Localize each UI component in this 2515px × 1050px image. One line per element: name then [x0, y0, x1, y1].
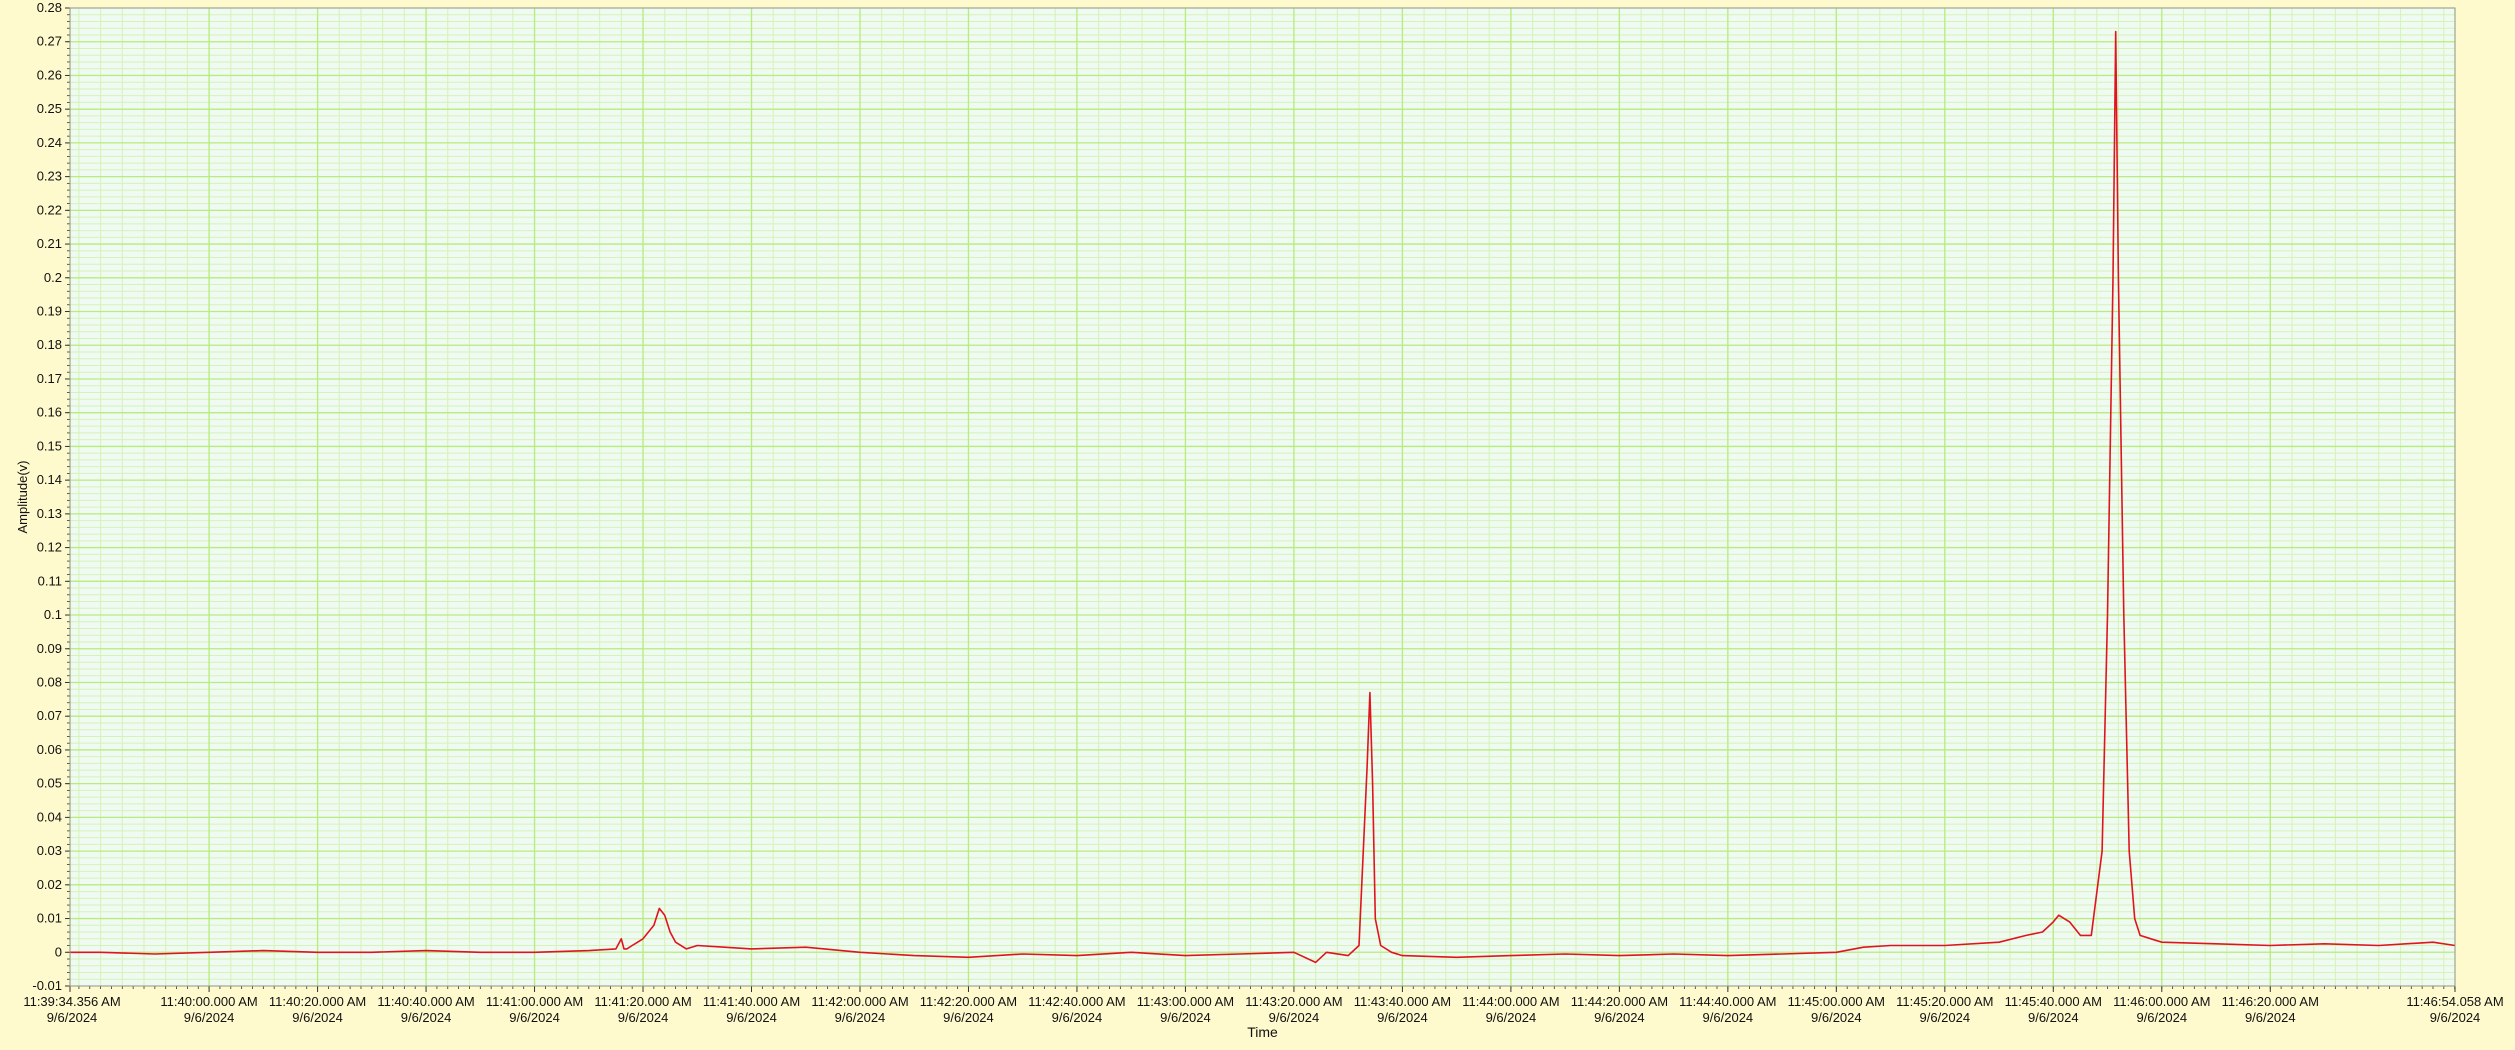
y-tick-label: 0.18	[37, 337, 62, 352]
x-tick-date: 9/6/2024	[1920, 1010, 1971, 1025]
x-tick-label: 11:45:00.000 AM	[1788, 994, 1885, 1009]
x-tick-label: 11:44:40.000 AM	[1679, 994, 1776, 1009]
y-tick-label: 0.07	[37, 708, 62, 723]
y-tick-label: 0.15	[37, 438, 62, 453]
y-axis-ticks: -0.01 0 0.01 0.02 0.03 0.04 0.05 0.06 0.07 0.08 0.…	[32, 0, 70, 993]
x-tick-label: 11:46:00.000 AM	[2113, 994, 2210, 1009]
y-tick-label: 0.2	[44, 270, 62, 285]
x-tick-label: 11:45:40.000 AM	[2005, 994, 2102, 1009]
y-tick-label: 0.16	[37, 405, 62, 420]
x-tick-date: 9/6/2024	[618, 1010, 669, 1025]
x-tick-date: 9/6/2024	[184, 1010, 235, 1025]
x-tick-date: 9/6/2024	[1377, 1010, 1428, 1025]
x-tick-label: 11:41:40.000 AM	[703, 994, 800, 1009]
y-tick-label: 0.04	[37, 809, 62, 824]
x-tick-label: 11:42:00.000 AM	[811, 994, 908, 1009]
x-tick-date: 9/6/2024	[1703, 1010, 1754, 1025]
plot-frame	[69, 7, 2456, 987]
y-tick-label: 0.24	[37, 135, 62, 150]
x-tick-label: 11:40:20.000 AM	[269, 994, 366, 1009]
x-tick-label: 11:46:54.058 AM	[2406, 994, 2503, 1009]
x-tick-label: 11:42:20.000 AM	[920, 994, 1017, 1009]
x-tick-date: 9/6/2024	[1269, 1010, 1320, 1025]
y-tick-label: 0.14	[37, 472, 62, 487]
y-tick-label: 0.09	[37, 641, 62, 656]
y-tick-label: 0	[55, 944, 62, 959]
x-tick-date: 9/6/2024	[509, 1010, 560, 1025]
x-tick-label: 11:42:40.000 AM	[1028, 994, 1125, 1009]
x-tick-label: 11:40:00.000 AM	[160, 994, 257, 1009]
y-tick-label: 0.1	[44, 607, 62, 622]
x-tick-label: 11:40:40.000 AM	[377, 994, 474, 1009]
y-tick-label: 0.22	[37, 202, 62, 217]
x-tick-date: 9/6/2024	[835, 1010, 886, 1025]
series-layer	[70, 30, 2456, 964]
x-tick-date: 9/6/2024	[292, 1010, 343, 1025]
y-tick-label: 0.17	[37, 371, 62, 386]
y-tick-label: 0.25	[37, 101, 62, 116]
y-tick-label: 0.12	[37, 540, 62, 555]
x-tick-date: 9/6/2024	[1594, 1010, 1645, 1025]
x-tick-date: 9/6/2024	[47, 1010, 98, 1025]
x-tick-label: 11:46:20.000 AM	[2222, 994, 2319, 1009]
x-tick-label: 11:44:20.000 AM	[1571, 994, 1668, 1009]
x-tick-date: 9/6/2024	[1811, 1010, 1862, 1025]
x-tick-label: 11:45:20.000 AM	[1896, 994, 1993, 1009]
x-tick-label: 11:41:00.000 AM	[486, 994, 583, 1009]
y-tick-label: 0.21	[37, 236, 62, 251]
x-tick-date: 9/6/2024	[401, 1010, 452, 1025]
x-tick-label: 11:39:34.356 AM	[23, 994, 120, 1009]
y-tick-label: 0.23	[37, 169, 62, 184]
x-tick-date: 9/6/2024	[1052, 1010, 1103, 1025]
y-tick-label: 0.01	[37, 911, 62, 926]
y-tick-label: 0.05	[37, 776, 62, 791]
y-tick-label: 0.02	[37, 877, 62, 892]
y-axis-label: Amplitude(v)	[15, 461, 30, 534]
x-tick-label: 11:43:40.000 AM	[1354, 994, 1451, 1009]
y-tick-label: 0.08	[37, 674, 62, 689]
y-tick-label: 0.26	[37, 67, 62, 82]
x-axis-label: Time	[1247, 1024, 1278, 1040]
x-tick-date: 9/6/2024	[1486, 1010, 1537, 1025]
y-tick-label: 0.19	[37, 304, 62, 319]
x-tick-date: 9/6/2024	[2028, 1010, 2079, 1025]
x-tick-date: 9/6/2024	[2136, 1010, 2187, 1025]
y-tick-label: 0.28	[37, 0, 62, 15]
x-tick-label: 11:43:00.000 AM	[1137, 994, 1234, 1009]
x-tick-date: 9/6/2024	[726, 1010, 777, 1025]
x-tick-date: 9/6/2024	[2245, 1010, 2296, 1025]
y-tick-label: 0.13	[37, 506, 62, 521]
y-tick-label: 0.06	[37, 742, 62, 757]
x-tick-date: 9/6/2024	[2430, 1010, 2481, 1025]
grid-major	[69, 7, 2456, 987]
y-tick-label: 0.27	[37, 34, 62, 49]
x-tick-date: 9/6/2024	[943, 1010, 994, 1025]
y-tick-label: 0.03	[37, 843, 62, 858]
y-tick-label: 0.11	[38, 573, 62, 588]
plot-area	[70, 8, 2455, 986]
x-tick-label: 11:44:00.000 AM	[1462, 994, 1559, 1009]
series-line-0	[70, 30, 2456, 964]
x-tick-label: 11:43:20.000 AM	[1245, 994, 1342, 1009]
x-tick-label: 11:41:20.000 AM	[594, 994, 691, 1009]
y-tick-label: -0.01	[32, 978, 62, 993]
x-tick-date: 9/6/2024	[1160, 1010, 1211, 1025]
